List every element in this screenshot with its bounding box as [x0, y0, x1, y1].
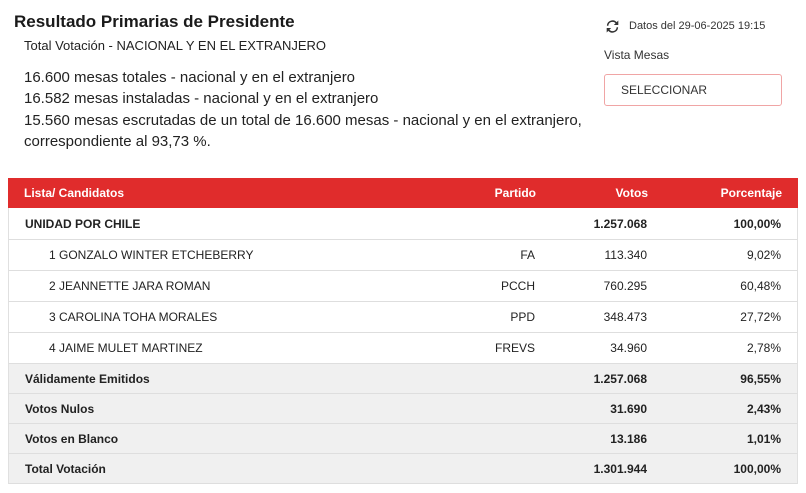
column-header-percent: Porcentaje — [720, 186, 782, 200]
candidate-votes: 113.340 — [604, 248, 648, 262]
candidate-percent: 27,72% — [740, 310, 781, 324]
list-name: UNIDAD POR CHILE — [25, 216, 141, 231]
summary-line-percentage: correspondiente al 93,73 %. — [24, 133, 211, 151]
totals-label: Votos en Blanco — [25, 431, 119, 446]
candidate-row: 4 JAIME MULET MARTINEZ FREVS 34.960 2,78… — [8, 333, 798, 364]
totals-percent: 100,00% — [733, 461, 781, 476]
candidate-percent: 9,02% — [746, 248, 781, 262]
totals-percent: 2,43% — [746, 401, 781, 416]
mesas-select[interactable]: SELECCIONAR — [604, 74, 782, 106]
candidate-party: PCCH — [500, 279, 535, 293]
candidate-percent: 2,78% — [746, 341, 781, 355]
table-header-row: Lista/ Candidatos Partido Votos Porcenta… — [8, 178, 798, 208]
page-subtitle: Total Votación - NACIONAL Y EN EL EXTRAN… — [24, 38, 327, 53]
totals-percent: 96,55% — [740, 371, 781, 386]
results-table: Lista/ Candidatos Partido Votos Porcenta… — [8, 178, 798, 484]
totals-percent: 1,01% — [746, 431, 781, 446]
candidate-votes: 348.473 — [603, 310, 647, 324]
totals-label: Total Votación — [25, 461, 106, 476]
totals-row-valid: Válidamente Emitidos 1.257.068 96,55% — [8, 364, 798, 394]
candidate-party: FA — [520, 248, 535, 262]
totals-label: Votos Nulos — [25, 401, 95, 416]
candidate-name: 1 GONZALO WINTER ETCHEBERRY — [49, 248, 254, 262]
list-row: UNIDAD POR CHILE 1.257.068 100,00% — [8, 208, 798, 240]
candidate-percent: 60,48% — [740, 279, 781, 293]
page-title: Resultado Primarias de Presidente — [14, 12, 295, 31]
column-header-party: Partido — [494, 186, 536, 200]
totals-row-blank: Votos en Blanco 13.186 1,01% — [8, 424, 798, 454]
summary-block: 16.600 mesas totales - nacional y en el … — [24, 67, 582, 153]
last-updated-text: Datos del 29-06-2025 19:15 — [629, 20, 766, 32]
candidate-votes: 34.960 — [610, 341, 647, 355]
view-mesas-label: Vista Mesas — [604, 48, 670, 62]
totals-votes: 31.690 — [610, 401, 647, 416]
candidate-row: 2 JEANNETTE JARA ROMAN PCCH 760.295 60,4… — [8, 271, 798, 302]
totals-label: Válidamente Emitidos — [25, 371, 150, 386]
summary-line-total-mesas: 16.600 mesas totales - nacional y en el … — [24, 69, 356, 86]
candidate-party: FREVS — [494, 341, 535, 355]
totals-votes: 1.257.068 — [593, 371, 647, 386]
candidate-votes: 760.295 — [603, 279, 647, 293]
list-votes: 1.257.068 — [593, 216, 647, 231]
refresh-icon[interactable] — [605, 19, 620, 34]
summary-line-installed-mesas: 16.582 mesas instaladas - nacional y en … — [24, 90, 379, 108]
totals-votes: 1.301.944 — [593, 461, 647, 476]
candidate-name: 2 JEANNETTE JARA ROMAN — [49, 279, 211, 293]
totals-votes: 13.186 — [610, 431, 647, 446]
totals-row-total: Total Votación 1.301.944 100,00% — [8, 454, 798, 484]
column-header-list: Lista/ Candidatos — [24, 186, 125, 200]
summary-line-counted-mesas: 15.560 mesas escrutadas de un total de 1… — [24, 111, 582, 129]
column-header-votes: Votos — [615, 186, 648, 200]
candidate-row: 1 GONZALO WINTER ETCHEBERRY FA 113.340 9… — [8, 240, 798, 271]
candidate-row: 3 CAROLINA TOHA MORALES PPD 348.473 27,7… — [8, 302, 798, 333]
totals-row-null: Votos Nulos 31.690 2,43% — [8, 394, 798, 424]
candidate-party: PPD — [510, 310, 535, 324]
candidate-name: 4 JAIME MULET MARTINEZ — [49, 341, 203, 355]
mesas-select-placeholder: SELECCIONAR — [621, 83, 708, 97]
candidate-name: 3 CAROLINA TOHA MORALES — [49, 310, 218, 324]
list-percent: 100,00% — [733, 216, 781, 231]
